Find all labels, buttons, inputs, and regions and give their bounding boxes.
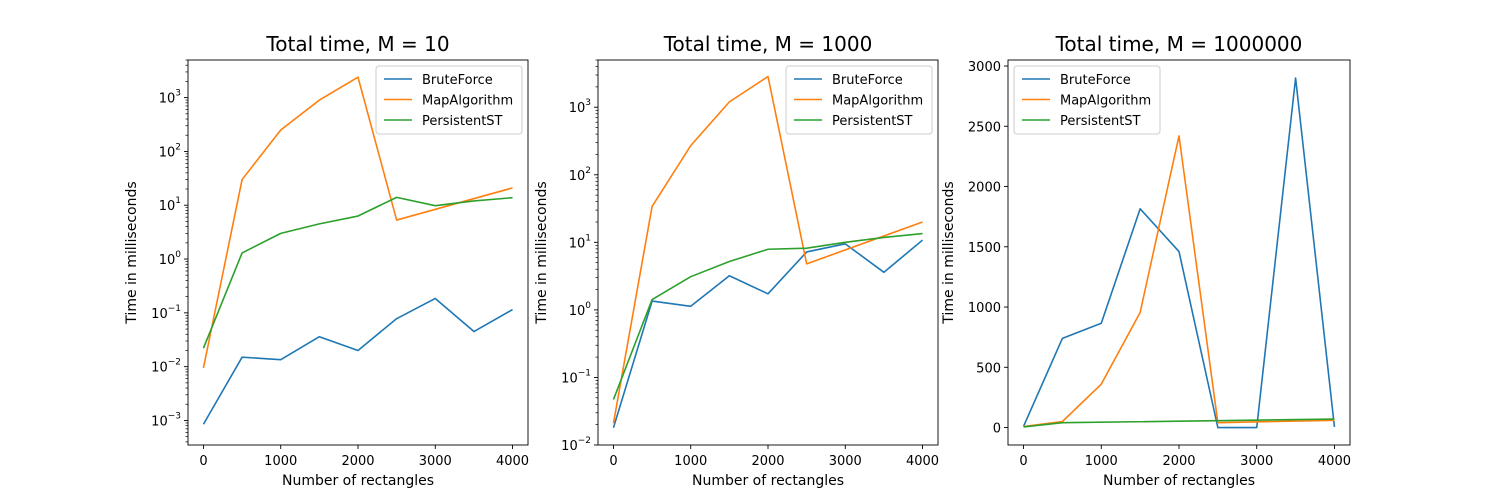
y-tick-base: 10 bbox=[569, 169, 586, 184]
y-tick-label: 10−1 bbox=[151, 304, 181, 322]
legend-label: PersistentST bbox=[832, 114, 913, 129]
y-tick-exponent: −2 bbox=[578, 436, 591, 446]
y-tick-exponent: −2 bbox=[168, 358, 181, 368]
x-tick-label: 3000 bbox=[829, 454, 862, 469]
x-tick-label: 3000 bbox=[1240, 454, 1273, 469]
y-tick-label: 101 bbox=[569, 233, 591, 251]
series-line-bruteforce bbox=[612, 239, 924, 428]
y-tick-exponent: 3 bbox=[175, 89, 181, 99]
x-tick-label: 0 bbox=[609, 454, 617, 469]
subplot-3: Total time, M = 1000000 0 1000 2000 3000 4000… bbox=[941, 32, 1351, 489]
series-line-persistentst bbox=[612, 232, 923, 400]
legend-box bbox=[785, 65, 933, 135]
y-tick-label: 102 bbox=[159, 142, 181, 160]
legend-label: BruteForce bbox=[832, 73, 903, 88]
y-tick-label: 10−1 bbox=[561, 368, 591, 386]
series-line-bruteforce bbox=[1022, 77, 1336, 429]
y-tick-base: 10 bbox=[151, 414, 168, 429]
legend: BruteForce MapAlgorithm PersistentST bbox=[1013, 65, 1161, 135]
chart-title: Total time, M = 1000 bbox=[663, 32, 873, 56]
y-tick-exponent: −3 bbox=[168, 411, 181, 421]
x-axis-label: Number of rectangles bbox=[692, 473, 844, 489]
series-line-mapalgorithm bbox=[1023, 135, 1335, 428]
x-tick-label: 0 bbox=[199, 454, 207, 469]
chart-title: Total time, M = 1000000 bbox=[1055, 32, 1303, 56]
y-axis-label: Time in milliseconds bbox=[941, 181, 957, 324]
y-tick-label: 100 bbox=[159, 250, 182, 268]
y-tick-exponent: −1 bbox=[168, 304, 181, 314]
x-tick-label: 1000 bbox=[1085, 454, 1118, 469]
y-tick-exponent: 2 bbox=[585, 166, 591, 176]
y-tick-base: 10 bbox=[151, 361, 168, 376]
legend: BruteForce MapAlgorithm PersistentST bbox=[785, 65, 933, 135]
x-tick-label: 4000 bbox=[496, 454, 529, 469]
y-tick-label: 500 bbox=[976, 361, 1001, 376]
y-tick-exponent: 1 bbox=[175, 196, 181, 206]
legend-box bbox=[1013, 65, 1161, 135]
x-tick-label: 2000 bbox=[341, 454, 374, 469]
legend-box bbox=[375, 65, 523, 135]
x-axis-label: Number of rectangles bbox=[282, 473, 434, 489]
y-tick-label: 10−3 bbox=[151, 411, 181, 429]
y-tick-base: 10 bbox=[561, 371, 578, 386]
y-tick-label: 2500 bbox=[968, 120, 1001, 135]
y-tick-label: 10−2 bbox=[151, 358, 181, 376]
series-line-persistentst bbox=[202, 196, 513, 349]
y-tick-exponent: 2 bbox=[175, 142, 181, 152]
legend-label: PersistentST bbox=[1060, 114, 1141, 129]
series-line-mapalgorithm bbox=[202, 76, 513, 369]
y-tick-base: 10 bbox=[561, 439, 578, 454]
y-tick-label: 103 bbox=[159, 89, 181, 107]
x-tick-label: 1000 bbox=[264, 454, 297, 469]
legend-label: MapAlgorithm bbox=[422, 94, 513, 109]
y-tick-base: 10 bbox=[569, 236, 586, 251]
legend-label: MapAlgorithm bbox=[1060, 94, 1151, 109]
legend-label: BruteForce bbox=[1060, 73, 1131, 88]
y-tick-label: 3000 bbox=[968, 60, 1001, 75]
y-tick-exponent: 3 bbox=[585, 98, 591, 108]
y-tick-label: 2000 bbox=[968, 181, 1001, 196]
x-tick-label: 0 bbox=[1019, 454, 1027, 469]
y-tick-base: 10 bbox=[159, 145, 176, 160]
x-tick-label: 3000 bbox=[419, 454, 452, 469]
legend-label: PersistentST bbox=[422, 114, 503, 129]
legend-label: BruteForce bbox=[422, 73, 493, 88]
y-tick-label: 10−2 bbox=[561, 436, 591, 454]
y-tick-label: 101 bbox=[159, 196, 181, 214]
series-line-bruteforce bbox=[202, 297, 513, 425]
legend-label: MapAlgorithm bbox=[832, 94, 923, 109]
y-tick-label: 100 bbox=[569, 301, 592, 319]
subplot-1: Total time, M = 100 1000 2000 3000 400010−31… bbox=[124, 32, 529, 489]
x-tick-label: 2000 bbox=[1162, 454, 1195, 469]
y-tick-base: 10 bbox=[159, 253, 176, 268]
series-line-mapalgorithm bbox=[612, 75, 923, 424]
y-axis-label: Time in milliseconds bbox=[534, 181, 550, 324]
y-tick-base: 10 bbox=[569, 304, 586, 319]
chart-title: Total time, M = 10 bbox=[265, 32, 449, 56]
y-tick-base: 10 bbox=[159, 92, 176, 107]
x-tick-label: 1000 bbox=[674, 454, 707, 469]
legend: BruteForce MapAlgorithm PersistentST bbox=[375, 65, 523, 135]
y-tick-base: 10 bbox=[151, 307, 168, 322]
x-tick-label: 4000 bbox=[906, 454, 939, 469]
y-tick-label: 0 bbox=[993, 422, 1001, 437]
y-axis-label: Time in milliseconds bbox=[124, 181, 140, 324]
series-line-persistentst bbox=[1023, 418, 1335, 428]
x-tick-label: 2000 bbox=[751, 454, 784, 469]
y-tick-exponent: 0 bbox=[585, 301, 591, 311]
y-tick-exponent: 0 bbox=[175, 250, 181, 260]
y-tick-base: 10 bbox=[159, 199, 176, 214]
y-tick-label: 1500 bbox=[968, 241, 1001, 256]
subplot-2: Total time, M = 10000 1000 2000 3000 400010−… bbox=[534, 32, 939, 489]
y-tick-exponent: −1 bbox=[578, 368, 591, 378]
x-axis-label: Number of rectangles bbox=[1103, 473, 1255, 489]
y-tick-label: 103 bbox=[569, 98, 591, 116]
y-tick-label: 102 bbox=[569, 166, 591, 184]
y-tick-label: 1000 bbox=[968, 301, 1001, 316]
y-tick-exponent: 1 bbox=[585, 233, 591, 243]
y-tick-base: 10 bbox=[569, 101, 586, 116]
x-tick-label: 4000 bbox=[1318, 454, 1351, 469]
